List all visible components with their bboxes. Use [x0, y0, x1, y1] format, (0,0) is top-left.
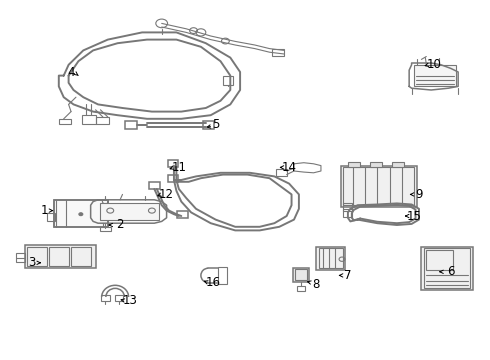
- Text: 4: 4: [67, 66, 75, 78]
- Bar: [295, 269, 307, 280]
- Bar: [168, 160, 178, 167]
- Bar: [272, 49, 284, 56]
- Text: 7: 7: [344, 269, 352, 282]
- Text: 1: 1: [40, 204, 48, 217]
- Bar: [115, 295, 123, 301]
- Text: 2: 2: [116, 219, 124, 231]
- Bar: [421, 247, 473, 290]
- Bar: [392, 162, 404, 167]
- Text: 12: 12: [159, 188, 174, 201]
- Text: 9: 9: [415, 188, 423, 201]
- Text: 8: 8: [312, 278, 320, 291]
- Bar: [59, 119, 71, 124]
- Bar: [341, 166, 416, 207]
- Bar: [424, 248, 470, 288]
- Bar: [218, 267, 227, 284]
- Text: 3: 3: [28, 256, 36, 269]
- Circle shape: [79, 213, 83, 216]
- Bar: [149, 182, 160, 189]
- Bar: [203, 121, 214, 129]
- Text: 15: 15: [407, 210, 421, 222]
- Bar: [343, 209, 352, 217]
- Text: 10: 10: [426, 58, 441, 71]
- Text: 11: 11: [172, 161, 186, 174]
- Bar: [100, 227, 111, 231]
- Bar: [47, 213, 55, 221]
- Bar: [370, 162, 382, 167]
- Bar: [96, 117, 109, 124]
- Bar: [297, 286, 305, 291]
- Bar: [348, 162, 360, 167]
- Bar: [125, 121, 137, 129]
- Bar: [100, 203, 159, 220]
- Bar: [223, 76, 233, 85]
- Bar: [27, 247, 47, 266]
- Bar: [276, 169, 287, 176]
- Bar: [101, 295, 110, 301]
- Bar: [318, 248, 343, 268]
- Bar: [24, 245, 96, 268]
- Polygon shape: [54, 200, 108, 227]
- Bar: [316, 247, 345, 270]
- Bar: [177, 211, 188, 218]
- Text: 14: 14: [282, 161, 296, 174]
- Bar: [82, 115, 96, 124]
- Bar: [414, 65, 456, 86]
- Bar: [16, 253, 25, 262]
- Text: 5: 5: [212, 118, 220, 131]
- Bar: [168, 175, 178, 182]
- Bar: [71, 247, 91, 266]
- Text: 6: 6: [447, 265, 455, 278]
- Bar: [343, 203, 352, 211]
- Bar: [343, 167, 414, 205]
- Text: 16: 16: [206, 276, 220, 289]
- Text: 13: 13: [122, 294, 137, 307]
- Bar: [54, 200, 108, 227]
- Bar: [293, 268, 309, 282]
- Bar: [49, 247, 69, 266]
- Bar: [426, 250, 453, 270]
